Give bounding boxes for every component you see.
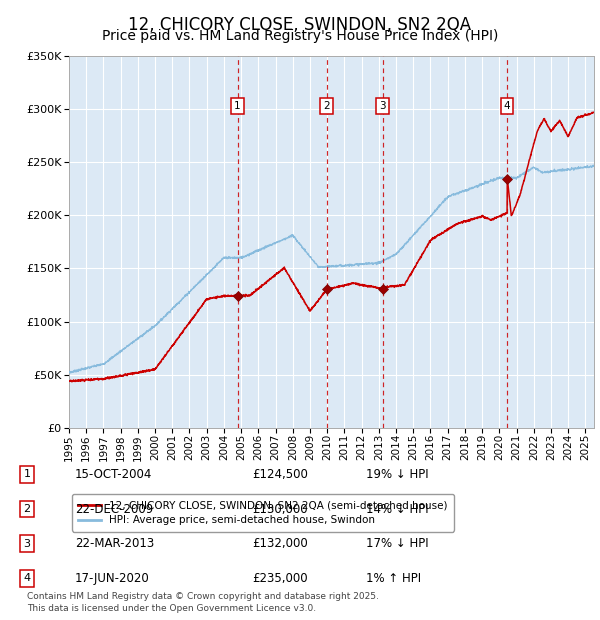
Text: 12, CHICORY CLOSE, SWINDON, SN2 2QA: 12, CHICORY CLOSE, SWINDON, SN2 2QA xyxy=(128,16,472,33)
Text: £235,000: £235,000 xyxy=(252,572,308,585)
Text: 22-MAR-2013: 22-MAR-2013 xyxy=(75,538,154,550)
Text: Contains HM Land Registry data © Crown copyright and database right 2025.
This d: Contains HM Land Registry data © Crown c… xyxy=(27,591,379,613)
Text: 17-JUN-2020: 17-JUN-2020 xyxy=(75,572,150,585)
Text: 4: 4 xyxy=(504,101,511,111)
Text: £124,500: £124,500 xyxy=(252,468,308,481)
Text: £130,000: £130,000 xyxy=(252,503,308,515)
Text: 3: 3 xyxy=(23,539,31,549)
Legend: 12, CHICORY CLOSE, SWINDON, SN2 2QA (semi-detached house), HPI: Average price, s: 12, CHICORY CLOSE, SWINDON, SN2 2QA (sem… xyxy=(71,494,454,531)
Text: 19% ↓ HPI: 19% ↓ HPI xyxy=(366,468,428,481)
Text: 15-OCT-2004: 15-OCT-2004 xyxy=(75,468,152,481)
Text: 2: 2 xyxy=(23,504,31,514)
Text: 3: 3 xyxy=(379,101,386,111)
Text: 4: 4 xyxy=(23,574,31,583)
Text: 1: 1 xyxy=(234,101,241,111)
Text: 17% ↓ HPI: 17% ↓ HPI xyxy=(366,538,428,550)
Text: 14% ↓ HPI: 14% ↓ HPI xyxy=(366,503,428,515)
Text: Price paid vs. HM Land Registry's House Price Index (HPI): Price paid vs. HM Land Registry's House … xyxy=(102,29,498,43)
Text: £132,000: £132,000 xyxy=(252,538,308,550)
Text: 2: 2 xyxy=(323,101,330,111)
Text: 1: 1 xyxy=(23,469,31,479)
Text: 1% ↑ HPI: 1% ↑ HPI xyxy=(366,572,421,585)
Text: 22-DEC-2009: 22-DEC-2009 xyxy=(75,503,153,515)
